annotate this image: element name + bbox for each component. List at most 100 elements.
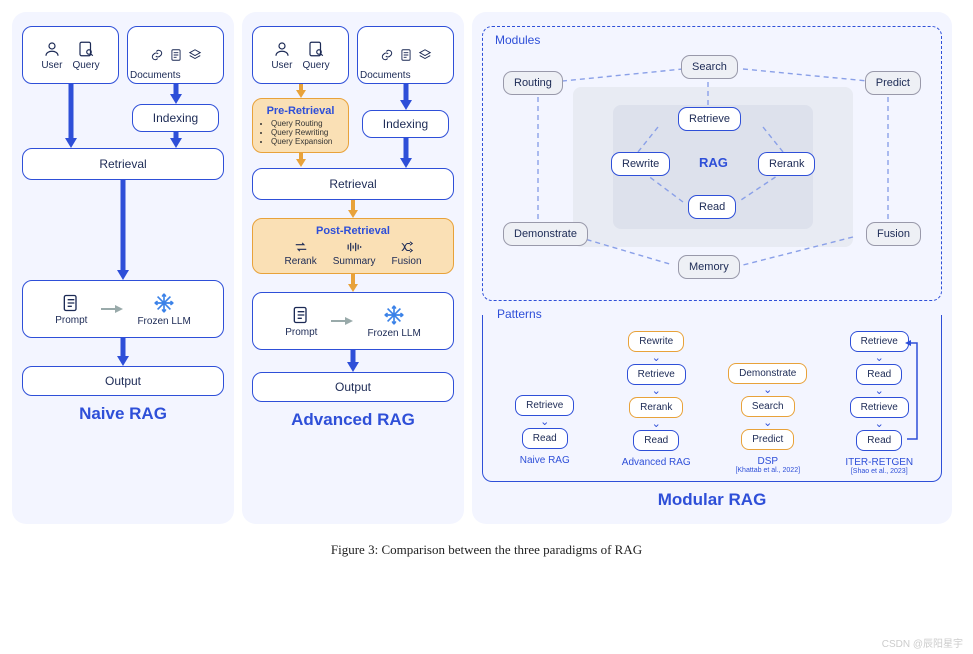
pre-retrieval-list: Query Routing Query Rewriting Query Expa… [261,119,340,146]
fusion-icon [399,240,415,254]
pattern-col: Demonstrate ⌄ Search ⌄ Predict DSP[Khattab et… [713,329,823,475]
layers-icon [188,48,202,62]
panel-naive-rag: User Query Documents Indexing [12,12,234,524]
bullet-routing: Query Routing [271,119,340,128]
label-modules: Modules [495,33,540,47]
pattern-step: Demonstrate [728,363,807,384]
link-icon [380,48,394,62]
chevron-down-icon: ⌄ [652,387,661,395]
box-output: Output [22,366,224,396]
pattern-title: DSP [757,456,778,467]
label-user: User [271,60,292,71]
pattern-step: Rerank [629,397,683,418]
pattern-title: ITER-RETGEN [845,457,913,468]
label-documents: Documents [360,70,411,81]
pattern-step: Retrieve [515,395,574,416]
chevron-down-icon: ⌄ [652,354,661,362]
node-routing: Routing [503,71,563,95]
box-prompt-llm: Prompt Frozen LLM [22,280,224,338]
pattern-step: Search [741,396,795,417]
box-prompt-llm: Prompt Frozen LLM [252,292,454,350]
watermark: CSDN @辰阳星宇 [882,635,963,650]
query-icon [307,40,325,58]
pattern-step: Retrieve [850,397,909,418]
pattern-subtitle: [Khattab et al., 2022] [735,467,800,474]
patterns-area: Patterns Retrieve⌄ReadNaive RAGRewrite⌄R… [482,315,942,482]
label-indexing: Indexing [383,117,428,131]
label-output: Output [335,380,371,394]
pattern-step: Predict [741,429,794,450]
pattern-col: Retrieve⌄ReadNaive RAG [490,329,600,475]
modules-area: Modules Routing [482,26,942,301]
arrow-down [399,138,413,168]
box-user-query: User Query [22,26,119,84]
node-rerank: Rerank [758,152,815,176]
arrow-down-orange [295,84,307,98]
label-prompt: Prompt [285,327,317,338]
label-llm: Frozen LLM [367,328,420,339]
arrow-down-orange [252,274,454,292]
box-retrieval: Retrieval [22,148,224,180]
arrow-down [22,84,119,148]
box-post-retrieval: Post-Retrieval Rerank Summary Fusion [252,218,454,274]
label-documents: Documents [130,70,181,81]
pattern-step: Retrieve [627,364,686,385]
arrow-down [22,180,224,280]
loop-arrow [905,335,923,455]
bullet-expansion: Query Expansion [271,137,340,146]
node-demonstrate: Demonstrate [503,222,588,246]
node-search: Search [681,55,738,79]
node-fusion: Fusion [866,222,921,246]
label-query: Query [72,60,99,71]
doc-icon [399,48,413,62]
pattern-step: Read [633,430,679,451]
node-retrieve: Retrieve [678,107,741,131]
prompt-icon [291,305,311,325]
bullet-rewriting: Query Rewriting [271,128,340,137]
title-advanced: Advanced RAG [252,410,454,430]
figure-row: User Query Documents Indexing [12,12,961,524]
box-indexing: Indexing [362,110,449,138]
label-retrieval: Retrieval [99,157,146,171]
node-rewrite: Rewrite [611,152,670,176]
arrow-down [169,84,183,104]
query-icon [77,40,95,58]
label-post-retrieval: Post-Retrieval [259,225,447,237]
snowflake-icon [383,304,405,326]
label-llm: Frozen LLM [137,316,190,327]
label-fusion: Fusion [392,256,422,267]
box-pre-retrieval: Pre-Retrieval Query Routing Query Rewrit… [252,98,349,153]
figure-caption: Figure 3: Comparison between the three p… [12,542,961,558]
arrow-right-icon [331,316,353,326]
node-memory: Memory [678,255,740,279]
user-icon [273,40,291,58]
chevron-down-icon: ⌄ [875,420,884,428]
pattern-col: Retrieve⌄Read⌄Retrieve⌄ReadITER-RETGEN[S… [824,329,934,475]
pattern-subtitle: [Shao et al., 2023] [851,468,908,475]
label-retrieval: Retrieval [329,177,376,191]
pattern-step: Read [856,430,902,451]
chevron-down-icon: ⌄ [763,419,772,427]
arrow-down [399,84,413,110]
pattern-step: Read [522,428,568,449]
box-retrieval: Retrieval [252,168,454,200]
arrow-down [22,338,224,366]
pattern-step: Read [856,364,902,385]
label-user: User [41,60,62,71]
label-query: Query [302,60,329,71]
arrow-down [252,350,454,372]
chevron-down-icon: ⌄ [875,387,884,395]
layers-icon [418,48,432,62]
pattern-col: Rewrite⌄Retrieve⌄Rerank⌄ReadAdvanced RAG [601,329,711,475]
node-predict: Predict [865,71,921,95]
node-read: Read [688,195,736,219]
box-indexing: Indexing [132,104,219,132]
pattern-title: Advanced RAG [622,457,691,468]
label-prompt: Prompt [55,315,87,326]
link-icon [150,48,164,62]
label-rag: RAG [699,155,728,170]
chevron-down-icon: ⌄ [540,418,549,426]
chevron-down-icon: ⌄ [763,386,772,394]
doc-icon [169,48,183,62]
label-output: Output [105,374,141,388]
